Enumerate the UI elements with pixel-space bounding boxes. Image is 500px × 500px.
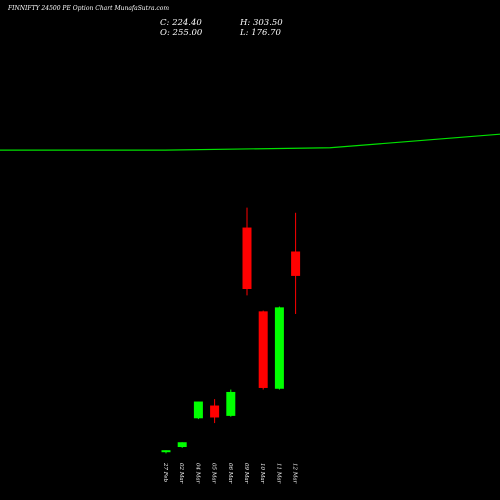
candles-layer xyxy=(161,207,301,454)
open-value: O: 255.00 xyxy=(160,28,203,38)
high-value: H: 303.50 xyxy=(240,18,283,28)
candle-body xyxy=(274,307,284,389)
candle-body xyxy=(291,251,301,276)
candle xyxy=(274,306,284,390)
candle xyxy=(161,450,171,454)
candle-body xyxy=(193,401,203,419)
x-tick-label: 10 Mar xyxy=(259,463,265,484)
x-tick-label: 06 Mar xyxy=(227,463,233,484)
candle xyxy=(258,310,268,390)
x-tick-label: 04 Mar xyxy=(194,463,200,484)
candle-body xyxy=(242,227,252,289)
candle-body xyxy=(161,450,171,453)
candle-body xyxy=(226,391,236,416)
trend-line-layer xyxy=(0,133,500,151)
candle xyxy=(226,389,236,417)
candle xyxy=(210,399,220,424)
candle xyxy=(193,401,203,420)
candle-body xyxy=(177,442,187,448)
low-value: L: 176.70 xyxy=(240,28,281,38)
x-tick-labels: 27 Feb 02 Mar 04 Mar 05 Mar 06 Mar 09 Mar 10 M… xyxy=(162,462,298,484)
candle xyxy=(177,442,187,448)
candle xyxy=(242,207,252,296)
x-tick-label: 02 Mar xyxy=(178,463,184,484)
candle xyxy=(291,212,301,314)
x-tick-label: 12 Mar xyxy=(292,463,298,484)
x-tick-label: 05 Mar xyxy=(211,463,217,484)
x-tick-label: 09 Mar xyxy=(243,463,249,484)
candle-body xyxy=(258,311,268,388)
trend-line xyxy=(0,133,500,151)
candle-body xyxy=(210,405,220,418)
x-tick-label: 11 Mar xyxy=(275,463,281,484)
chart-title: FINNIFTY 24500 PE Option Chart MunafaSut… xyxy=(8,5,170,12)
x-tick-label: 27 Feb xyxy=(162,462,168,483)
close-value: C: 224.40 xyxy=(160,18,202,28)
